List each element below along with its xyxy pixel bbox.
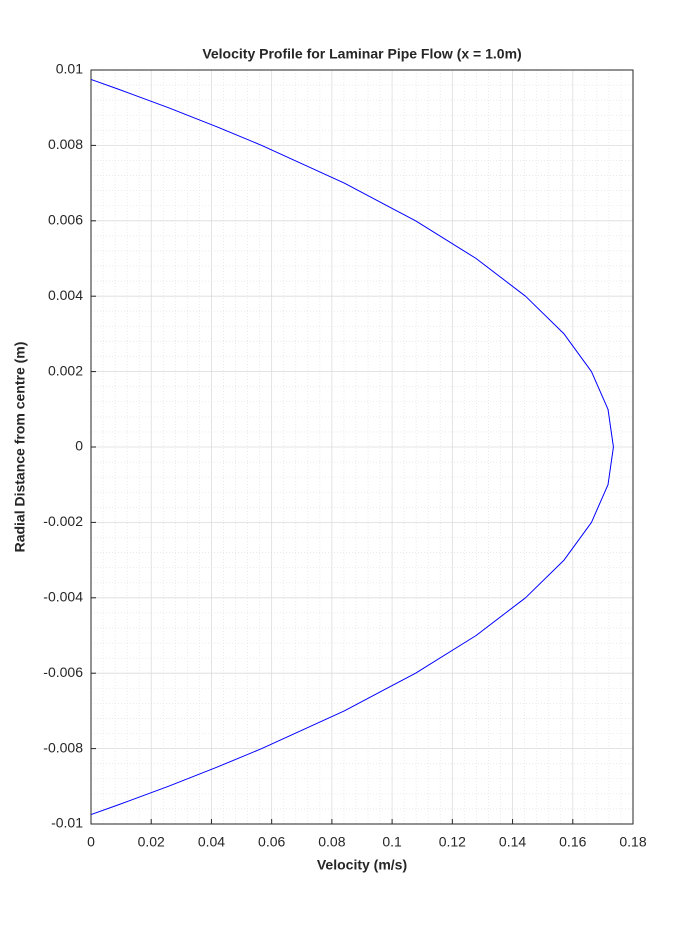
y-tick-label: 0.002 xyxy=(48,362,83,378)
x-tick-label: 0.02 xyxy=(138,834,165,850)
data-line xyxy=(90,78,614,816)
x-tick-label: 0.06 xyxy=(258,834,285,850)
y-tick-label: -0.006 xyxy=(43,664,83,680)
x-tick-label: 0.14 xyxy=(499,834,526,850)
y-tick-label: 0.008 xyxy=(48,136,83,152)
y-tick-label: -0.004 xyxy=(43,589,83,605)
y-axis-label: Radial Distance from centre (m) xyxy=(12,342,28,553)
x-tick-label: 0 xyxy=(87,834,95,850)
x-axis-label: Velocity (m/s) xyxy=(317,857,407,873)
x-tick-label: 0.04 xyxy=(198,834,225,850)
y-tick-label: -0.002 xyxy=(43,513,83,529)
plot-frame xyxy=(90,69,634,825)
y-tick-label: -0.01 xyxy=(51,815,83,831)
x-tick-label: 0.16 xyxy=(559,834,586,850)
x-tick-label: 0.1 xyxy=(382,834,402,850)
y-tick-label: -0.008 xyxy=(43,739,83,755)
y-tick-label: 0 xyxy=(75,438,83,454)
y-tick-label: 0.006 xyxy=(48,212,83,228)
x-tick-label: 0.12 xyxy=(439,834,466,850)
x-tick-label: 0.18 xyxy=(619,834,646,850)
x-tick-label: 0.08 xyxy=(318,834,345,850)
y-tick-label: 0.01 xyxy=(56,61,83,77)
y-tick-label: 0.004 xyxy=(48,287,83,303)
chart-title: Velocity Profile for Laminar Pipe Flow (… xyxy=(202,46,521,62)
